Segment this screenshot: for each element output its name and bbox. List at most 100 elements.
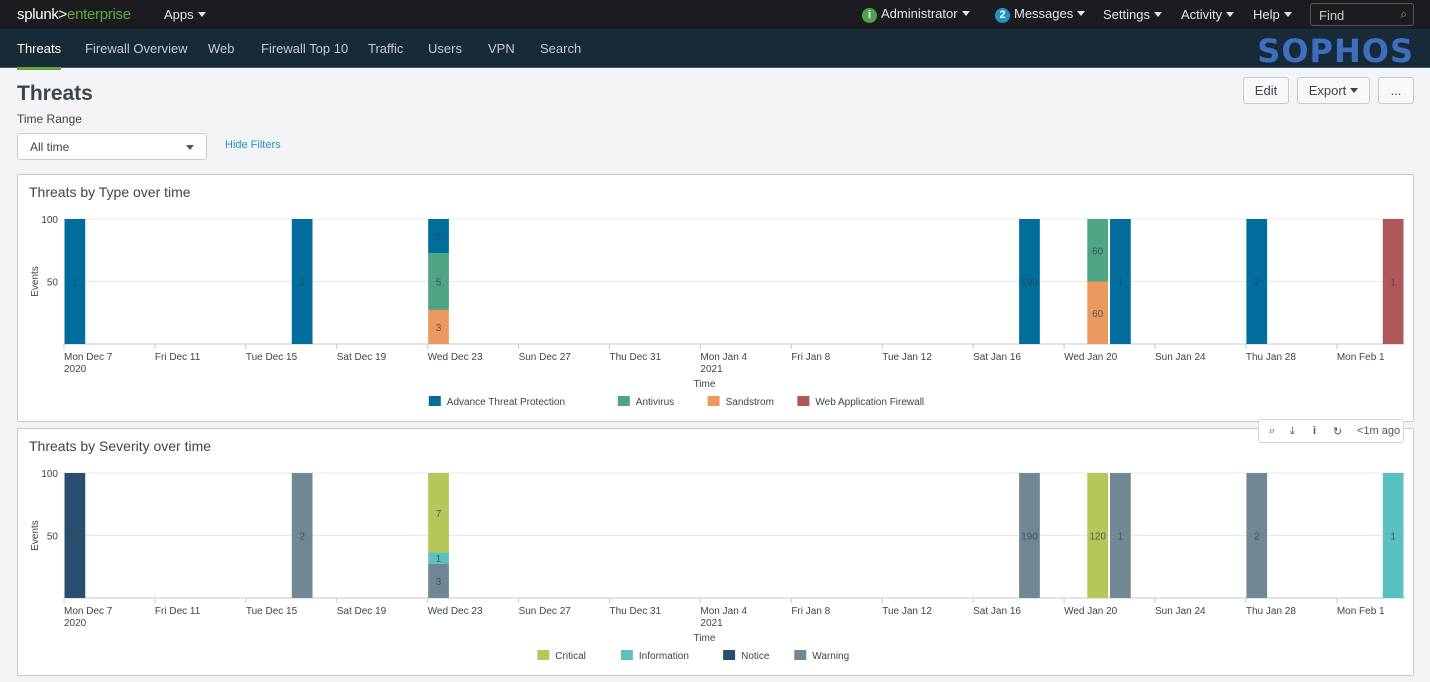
settings-label: Settings — [1103, 7, 1150, 22]
x-tick-label-year: 2020 — [64, 618, 87, 629]
splunk-logo[interactable]: splunk>enterprise — [17, 6, 131, 23]
x-tick-label: Mon Jan 4 — [700, 606, 747, 617]
legend-label: Critical — [555, 651, 586, 662]
find-input[interactable]: Find ⌕ — [1310, 3, 1414, 26]
x-tick-label: Thu Dec 31 — [609, 352, 661, 363]
refresh-icon[interactable]: ↻ — [1333, 426, 1343, 438]
info-icon[interactable]: i — [1313, 425, 1317, 437]
activity-menu[interactable]: Activity — [1181, 7, 1235, 22]
bar-data-label: 1 — [1118, 532, 1124, 543]
bar-segment — [1246, 473, 1268, 598]
sophos-logo: SOPHOS — [1257, 32, 1414, 70]
x-tick-label: Sat Dec 19 — [337, 606, 387, 617]
tab-web[interactable]: Web — [208, 41, 235, 56]
tab-firewall-overview[interactable]: Firewall Overview — [85, 41, 188, 56]
bar-segment — [1110, 473, 1131, 598]
caret-down-icon — [961, 11, 970, 16]
bar-segment — [1087, 281, 1109, 344]
x-tick-label: Tue Dec 15 — [246, 606, 298, 617]
x-tick-label: Wed Dec 23 — [428, 606, 483, 617]
legend-swatch — [617, 396, 630, 406]
time-range-label: Time Range — [17, 112, 82, 126]
time-range-value: All time — [30, 140, 70, 154]
bar-data-label: 1 — [1390, 532, 1396, 543]
legend-label: Notice — [741, 651, 770, 662]
panel-toolbar: ⌕ ⤓ i ↻ <1m ago — [1258, 419, 1404, 443]
bar-data-label: 190 — [1021, 532, 1038, 543]
bar-segment — [1382, 219, 1404, 344]
search-icon: ⌕ — [1400, 7, 1407, 21]
download-icon[interactable]: ⤓ — [1290, 425, 1295, 437]
find-placeholder: Find — [1319, 8, 1345, 23]
bar-data-label: 1 — [436, 554, 442, 565]
administrator-menu[interactable]: i Administrator — [862, 6, 970, 23]
bar-segment — [1019, 219, 1040, 344]
bar-data-label: 3 — [436, 323, 442, 334]
hide-filters-link[interactable]: Hide Filters — [225, 139, 281, 151]
more-actions-button[interactable]: ... — [1378, 77, 1414, 104]
x-tick-label: Sun Dec 27 — [519, 606, 572, 617]
tab-users[interactable]: Users — [428, 41, 462, 56]
y-axis-label: Events — [30, 520, 41, 551]
bar-data-label: 190 — [1021, 278, 1038, 289]
tab-vpn[interactable]: VPN — [488, 41, 515, 56]
page-title: Threats — [17, 82, 93, 105]
bar-segment — [1087, 219, 1109, 282]
bar-segment — [428, 563, 449, 598]
x-tick-label: Fri Dec 11 — [155, 606, 201, 617]
legend-swatch — [794, 650, 807, 660]
tab-traffic[interactable]: Traffic — [368, 41, 404, 56]
tab-firewall-top-10[interactable]: Firewall Top 10 — [261, 41, 349, 56]
x-tick-label: Mon Jan 4 — [700, 352, 747, 363]
bar-segment — [1382, 473, 1404, 598]
threats-by-severity-panel: Threats by Severity over time 100 50 Event… — [17, 428, 1414, 676]
y-tick-label: 50 — [47, 278, 59, 289]
legend-swatch — [797, 396, 810, 406]
last-refresh-time: <1m ago — [1357, 425, 1401, 437]
bar-data-label: 5 — [436, 278, 442, 289]
bar-data-label: 1 — [72, 278, 78, 289]
x-tick-label: Fri Jan 8 — [791, 606, 830, 617]
export-label: Export — [1308, 83, 1347, 98]
legend-swatch — [723, 650, 736, 660]
bar-data-label: 120 — [1089, 532, 1106, 543]
caret-down-icon — [186, 145, 194, 150]
messages-menu[interactable]: 2 Messages — [995, 6, 1086, 23]
x-tick-label: Tue Jan 12 — [882, 352, 932, 363]
caret-down-icon — [1226, 12, 1235, 17]
x-tick-label: Sun Jan 24 — [1155, 606, 1206, 617]
x-tick-label: Thu Dec 31 — [609, 606, 661, 617]
app-nav-bar: Threats Firewall Overview Web Firewall T… — [0, 29, 1430, 70]
tab-search[interactable]: Search — [540, 41, 582, 56]
help-menu[interactable]: Help — [1253, 7, 1292, 22]
x-tick-label: Wed Jan 20 — [1064, 352, 1118, 363]
info-icon: i — [862, 8, 877, 23]
bar-segment — [64, 219, 86, 344]
threats-by-type-panel: Threats by Type over time 100 50 Events 1 2 3… — [17, 174, 1414, 422]
caret-down-icon — [1153, 12, 1162, 17]
legend-label: Warning — [812, 651, 849, 662]
bar-data-label: 3 — [436, 232, 442, 243]
export-button[interactable]: Export — [1297, 77, 1370, 104]
caret-down-icon — [1283, 12, 1292, 17]
search-icon[interactable]: ⌕ — [1269, 425, 1276, 437]
edit-button[interactable]: Edit — [1243, 77, 1289, 104]
bar-segment — [428, 253, 449, 310]
bar-data-label: 3 — [436, 577, 442, 588]
x-tick-label: Tue Dec 15 — [246, 352, 298, 363]
panel-title: Threats by Type over time — [29, 184, 191, 200]
apps-menu[interactable]: Apps — [164, 7, 206, 22]
bar-segment — [64, 473, 86, 598]
bar-segment — [1246, 219, 1268, 344]
settings-menu[interactable]: Settings — [1103, 7, 1162, 22]
time-range-dropdown[interactable]: All time — [17, 133, 207, 160]
legend-swatch — [428, 396, 441, 406]
tab-threats[interactable]: Threats — [17, 41, 62, 70]
apps-label: Apps — [164, 7, 194, 22]
bar-data-label: 60 — [1092, 246, 1104, 257]
legend-label: Sandstrom — [726, 397, 774, 408]
panel-title: Threats by Severity over time — [29, 438, 212, 454]
legend-swatch — [620, 650, 633, 660]
